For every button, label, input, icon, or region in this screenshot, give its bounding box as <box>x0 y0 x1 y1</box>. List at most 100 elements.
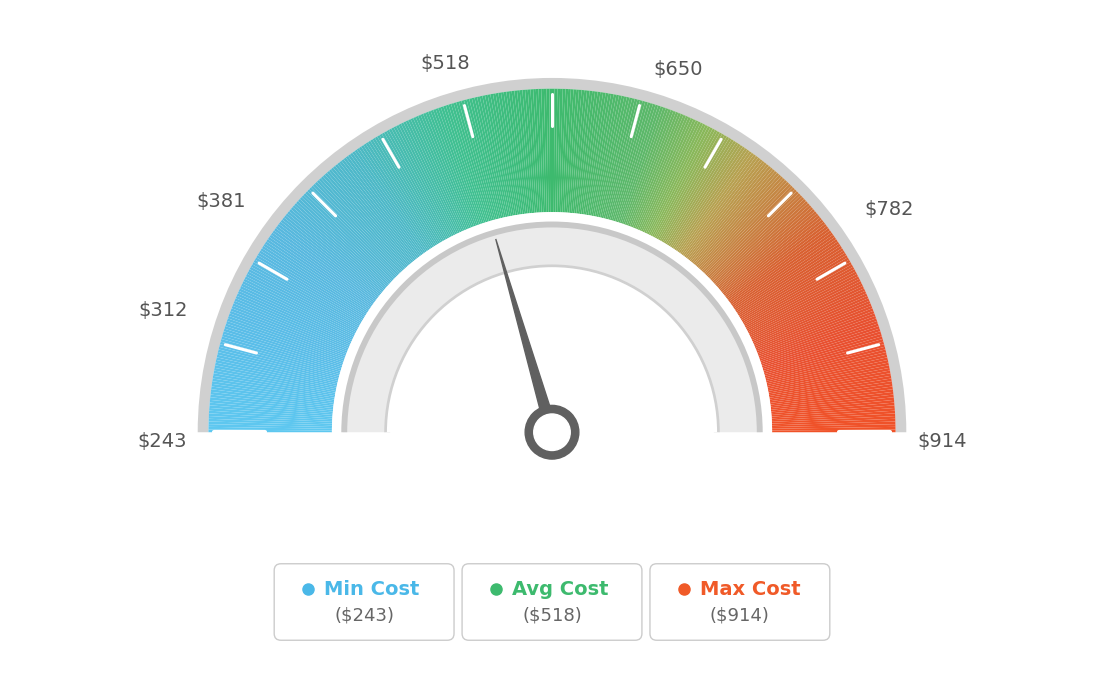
Wedge shape <box>711 195 803 282</box>
Wedge shape <box>701 180 787 272</box>
Wedge shape <box>570 90 582 213</box>
Wedge shape <box>769 379 892 400</box>
Wedge shape <box>772 405 894 417</box>
Wedge shape <box>753 293 868 345</box>
Wedge shape <box>290 207 385 289</box>
Wedge shape <box>341 159 418 258</box>
Wedge shape <box>622 106 664 224</box>
Wedge shape <box>209 419 332 425</box>
Wedge shape <box>649 124 705 235</box>
Wedge shape <box>769 381 892 401</box>
Wedge shape <box>771 397 894 411</box>
Wedge shape <box>231 308 347 355</box>
Wedge shape <box>693 169 775 265</box>
Wedge shape <box>567 90 578 213</box>
Wedge shape <box>509 91 527 214</box>
Wedge shape <box>421 114 469 229</box>
Wedge shape <box>582 92 601 215</box>
Wedge shape <box>771 386 893 404</box>
Wedge shape <box>539 89 545 213</box>
Wedge shape <box>741 255 848 320</box>
Wedge shape <box>679 151 752 253</box>
Wedge shape <box>676 148 747 251</box>
Wedge shape <box>265 241 369 311</box>
Wedge shape <box>646 121 701 234</box>
Wedge shape <box>658 131 720 240</box>
Wedge shape <box>712 197 805 283</box>
Wedge shape <box>361 145 432 249</box>
Wedge shape <box>321 177 405 269</box>
Wedge shape <box>436 108 479 225</box>
Wedge shape <box>687 161 765 259</box>
Wedge shape <box>724 217 821 296</box>
Wedge shape <box>535 89 543 213</box>
Wedge shape <box>598 97 627 217</box>
Wedge shape <box>675 146 745 250</box>
Wedge shape <box>708 189 797 278</box>
Wedge shape <box>562 89 571 213</box>
Wedge shape <box>522 90 534 213</box>
Wedge shape <box>698 175 782 268</box>
Wedge shape <box>446 105 486 223</box>
FancyBboxPatch shape <box>274 564 454 640</box>
Wedge shape <box>501 92 521 215</box>
Wedge shape <box>214 368 336 393</box>
Wedge shape <box>625 108 668 225</box>
Wedge shape <box>221 339 340 374</box>
Wedge shape <box>213 371 336 395</box>
Wedge shape <box>763 337 883 373</box>
Wedge shape <box>327 171 410 266</box>
Wedge shape <box>595 95 622 217</box>
Wedge shape <box>657 130 718 239</box>
Wedge shape <box>368 141 436 246</box>
Wedge shape <box>354 150 427 252</box>
Wedge shape <box>700 178 785 270</box>
Text: $914: $914 <box>917 432 966 451</box>
Wedge shape <box>428 111 475 227</box>
Wedge shape <box>763 331 881 369</box>
Wedge shape <box>212 379 335 400</box>
Wedge shape <box>666 138 732 244</box>
Wedge shape <box>726 224 827 300</box>
Wedge shape <box>413 117 465 231</box>
Wedge shape <box>704 184 792 274</box>
Wedge shape <box>461 100 496 220</box>
Wedge shape <box>736 246 842 315</box>
Wedge shape <box>225 324 343 364</box>
Wedge shape <box>210 400 333 413</box>
Wedge shape <box>411 118 463 232</box>
Wedge shape <box>517 90 531 213</box>
Wedge shape <box>772 424 895 428</box>
Wedge shape <box>755 301 870 350</box>
Wedge shape <box>752 288 866 342</box>
Text: $312: $312 <box>138 301 188 320</box>
Wedge shape <box>682 156 758 256</box>
Wedge shape <box>756 303 871 351</box>
Wedge shape <box>757 310 874 356</box>
Wedge shape <box>631 112 679 228</box>
Wedge shape <box>721 211 817 292</box>
Wedge shape <box>629 111 676 227</box>
Wedge shape <box>769 376 891 398</box>
Wedge shape <box>475 97 505 218</box>
Wedge shape <box>731 233 834 306</box>
Wedge shape <box>661 134 724 242</box>
Wedge shape <box>772 422 895 427</box>
Wedge shape <box>270 233 373 306</box>
Text: ($518): ($518) <box>522 607 582 625</box>
Wedge shape <box>498 92 519 215</box>
Wedge shape <box>223 331 341 369</box>
Wedge shape <box>325 172 407 267</box>
Wedge shape <box>266 239 370 310</box>
Wedge shape <box>217 352 338 382</box>
Wedge shape <box>590 94 614 216</box>
Wedge shape <box>620 106 660 224</box>
Wedge shape <box>209 422 332 427</box>
Wedge shape <box>670 142 739 247</box>
Wedge shape <box>747 274 858 333</box>
Wedge shape <box>309 188 397 277</box>
Wedge shape <box>736 244 840 313</box>
Wedge shape <box>742 257 849 322</box>
Wedge shape <box>725 219 824 297</box>
Wedge shape <box>772 430 895 432</box>
